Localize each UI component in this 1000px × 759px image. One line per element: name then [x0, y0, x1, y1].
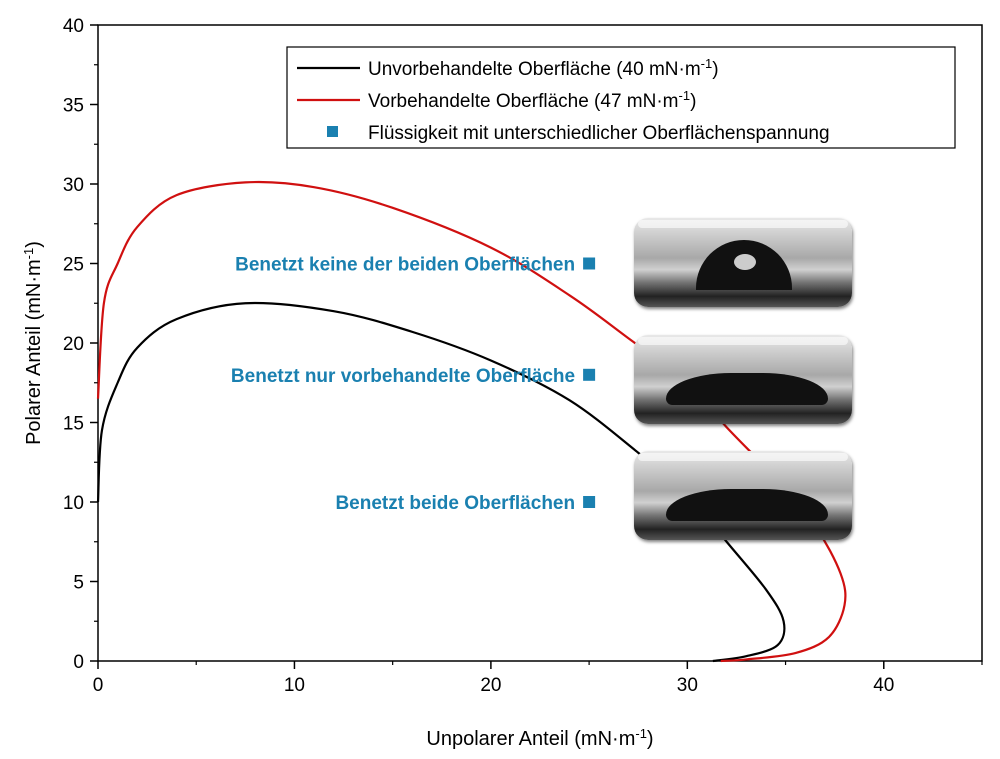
y-axis-label: Polarer Anteil (mN·m-1)	[21, 241, 46, 445]
y-tick-label: 25	[63, 255, 84, 276]
droplet-photo-both	[634, 451, 852, 540]
droplet-photo-none	[634, 218, 852, 307]
text-part: 10	[63, 493, 84, 514]
series-line-1	[96, 180, 847, 663]
text-part: 35	[63, 96, 84, 117]
y-tick-label: 30	[63, 175, 84, 196]
droplet-photo-pretreated	[634, 335, 852, 424]
series-line-0	[96, 301, 786, 663]
data-point-square	[583, 496, 596, 508]
point-label: Benetzt keine der beiden Oberflächen	[235, 255, 575, 276]
data-point-square	[583, 257, 596, 270]
text-part: )	[647, 728, 654, 750]
legend-marker	[327, 126, 338, 137]
text-part: 15	[63, 414, 84, 435]
data-point-square	[583, 368, 596, 381]
x-tick-label: 0	[93, 675, 104, 696]
text-part: 40	[873, 675, 894, 696]
legend-entry: Flüssigkeit mit unterschiedlicher Oberfl…	[368, 123, 830, 144]
text-part: Benetzt nur vorbehandelte Oberfläche	[231, 366, 575, 387]
text-part: 20	[480, 675, 501, 696]
text-part: 5	[73, 573, 84, 594]
text-part: Polarer Anteil (mN·m	[23, 259, 45, 445]
text-part: 20	[63, 334, 84, 355]
text-part: 30	[677, 675, 698, 696]
y-tick-label: 15	[63, 414, 84, 435]
point-label: Benetzt nur vorbehandelte Oberfläche	[231, 366, 575, 387]
legend-entry: Unvorbehandelte Oberfläche (40 mN·m-1)	[368, 56, 719, 81]
point-label: Benetzt beide Oberflächen	[335, 493, 575, 514]
text-part: Flüssigkeit mit unterschiedlicher Oberfl…	[368, 123, 830, 144]
y-tick-label: 35	[63, 96, 84, 117]
text-part: Unvorbehandelte Oberfläche (40 mN·m	[368, 59, 701, 80]
text-part: -1	[679, 88, 691, 103]
y-tick-label: 40	[63, 16, 84, 37]
text-part: 0	[93, 675, 104, 696]
text-part: 25	[63, 255, 84, 276]
text-part: 10	[284, 675, 305, 696]
legend-entry: Vorbehandelte Oberfläche (47 mN·m-1)	[368, 88, 696, 113]
x-tick-label: 40	[873, 675, 894, 696]
text-part: -1	[21, 248, 36, 260]
y-tick-label: 0	[73, 652, 84, 673]
text-part: Benetzt beide Oberflächen	[335, 493, 575, 514]
text-part: )	[23, 241, 45, 248]
text-part: 0	[73, 652, 84, 673]
y-tick-label: 10	[63, 493, 84, 514]
x-tick-label: 30	[677, 675, 698, 696]
legend-box	[286, 46, 956, 149]
x-axis-label: Unpolarer Anteil (mN·m-1)	[426, 726, 653, 751]
text-part: )	[712, 59, 718, 80]
text-part: Benetzt keine der beiden Oberflächen	[235, 255, 575, 276]
y-tick-label: 20	[63, 334, 84, 355]
x-tick-label: 20	[480, 675, 501, 696]
text-part: 30	[63, 175, 84, 196]
text-part: Unpolarer Anteil (mN·m	[426, 728, 635, 750]
text-part: Vorbehandelte Oberfläche (47 mN·m	[368, 91, 679, 112]
text-part: 40	[63, 16, 84, 37]
text-part: -1	[635, 726, 647, 741]
text-part: )	[690, 91, 696, 112]
y-tick-label: 5	[73, 573, 84, 594]
text-part: -1	[701, 56, 713, 71]
x-tick-label: 10	[284, 675, 305, 696]
